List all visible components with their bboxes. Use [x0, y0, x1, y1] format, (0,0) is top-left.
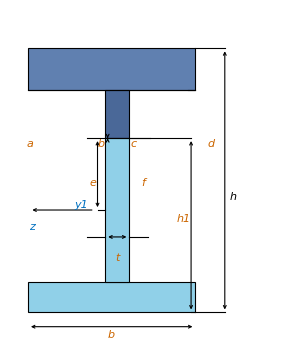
- Text: b: b: [98, 139, 105, 149]
- Bar: [105, 138, 129, 282]
- Text: z: z: [30, 222, 35, 232]
- Text: h: h: [230, 192, 237, 202]
- Text: h1: h1: [177, 214, 191, 224]
- Text: y1: y1: [75, 200, 88, 210]
- Text: e: e: [89, 178, 96, 188]
- Bar: [28, 48, 195, 90]
- Text: b: b: [107, 330, 115, 340]
- Text: a: a: [26, 139, 33, 149]
- Bar: [28, 282, 195, 312]
- Text: d: d: [207, 139, 214, 149]
- Text: t: t: [115, 253, 120, 264]
- Text: c: c: [130, 139, 137, 149]
- Text: f: f: [141, 178, 145, 188]
- Bar: [105, 90, 129, 138]
